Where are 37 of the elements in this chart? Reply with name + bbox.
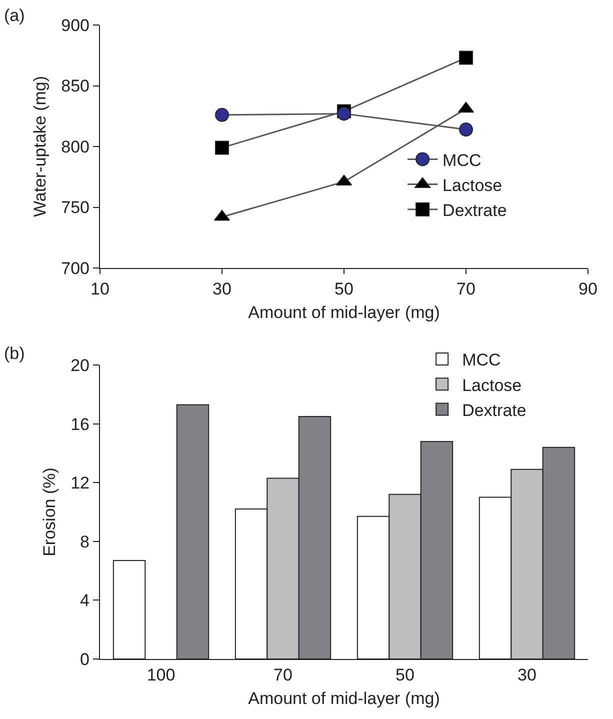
x-tick-label: 50 [396, 666, 414, 684]
legend-label: Dextrate [442, 201, 507, 220]
x-tick-label: 30 [212, 280, 232, 298]
legend-label: Lactose [442, 176, 502, 195]
point [215, 108, 229, 122]
point [459, 50, 473, 65]
y-tick-label: 750 [61, 198, 90, 218]
text: (a) [4, 6, 25, 25]
legend-label: Lactose [462, 376, 522, 395]
y-tick-label: 800 [61, 137, 90, 156]
y-axis-title: Water-uptake (mg) [30, 76, 50, 218]
x-tick-label: 90 [578, 280, 598, 298]
x-tick-label: 70 [274, 666, 292, 684]
text: (b) [4, 344, 25, 363]
x-axis-title: Amount of mid-layer (mg) [248, 302, 440, 322]
x-axis-title: Amount of mid-layer (mg) [248, 688, 440, 708]
x-tick-label: 30 [518, 666, 536, 684]
y-tick-label: 8 [80, 532, 90, 552]
x-tick-label: 70 [456, 280, 476, 298]
point [337, 106, 351, 121]
y-tick-label: 900 [61, 16, 90, 35]
y-tick-label: 12 [70, 474, 90, 493]
point [215, 140, 229, 155]
legend-label: MCC [442, 150, 482, 170]
y-tick-label: 16 [70, 414, 90, 434]
x-tick-label: 50 [334, 280, 354, 298]
y-axis-title: Erosion (%) [40, 468, 60, 556]
y-tick-label: 20 [70, 356, 90, 375]
x-tick-label: 100 [146, 666, 176, 684]
y-tick-label: 700 [61, 258, 90, 278]
point [459, 122, 473, 136]
legend-label: MCC [462, 350, 501, 370]
legend-label: Dextrate [462, 400, 526, 420]
x-tick-label: 10 [90, 280, 110, 298]
y-tick-label: 0 [80, 650, 90, 669]
y-tick-label: 4 [80, 591, 90, 610]
y-tick-label: 850 [61, 76, 90, 96]
